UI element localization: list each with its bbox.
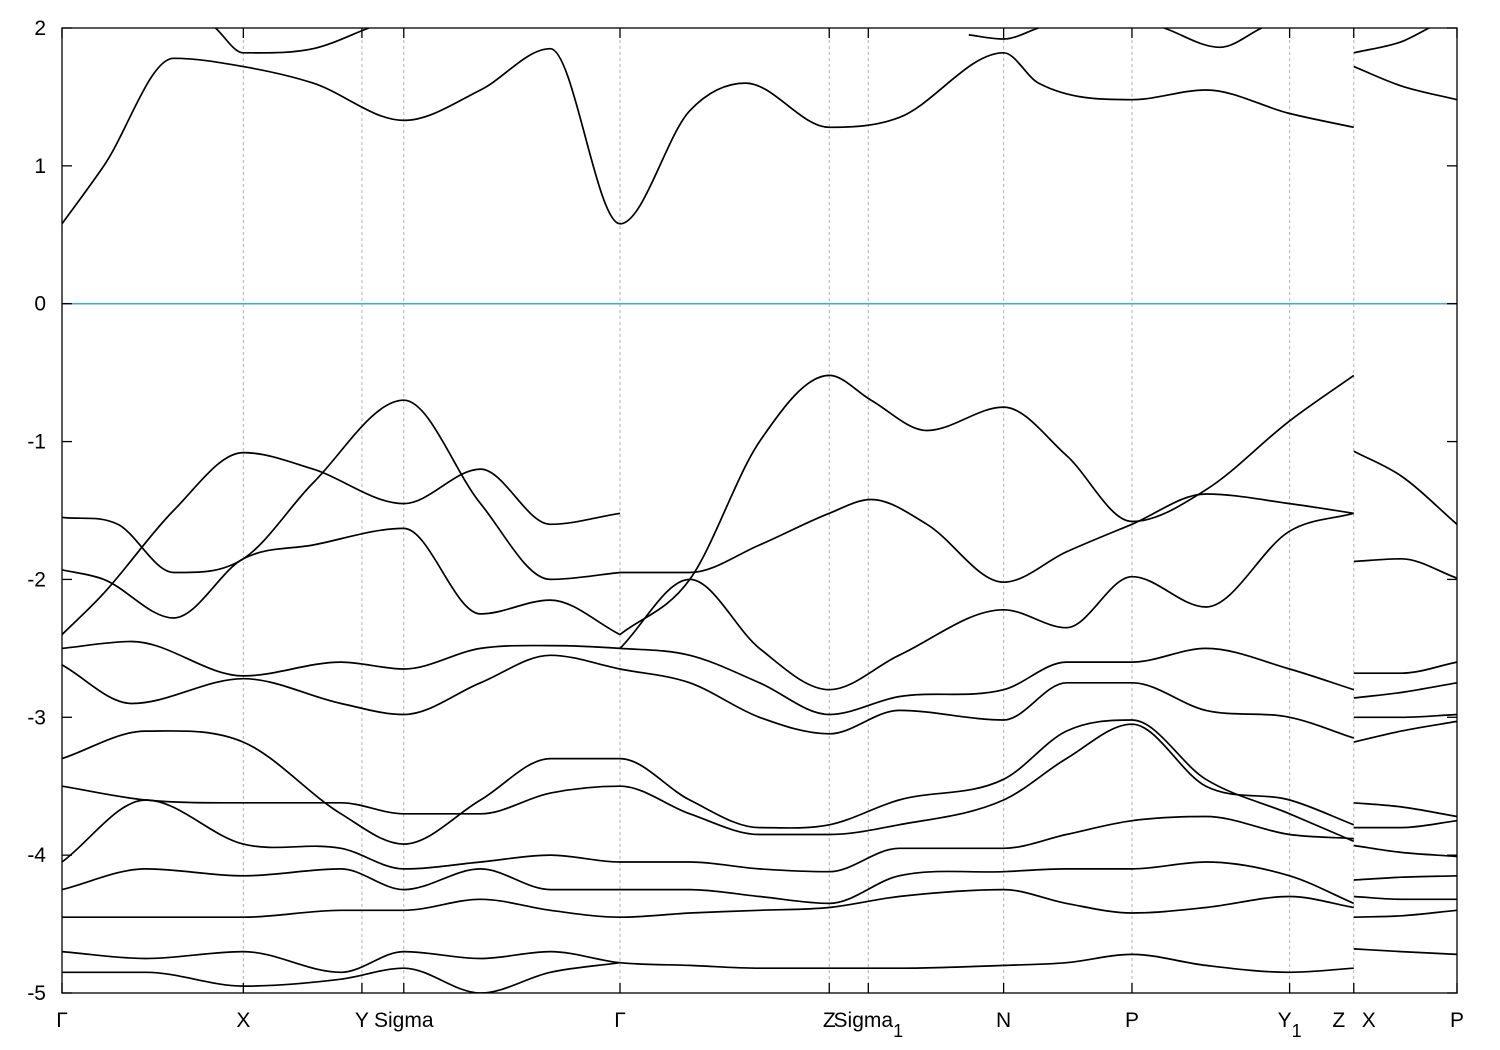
- band-lines: [62, 28, 1457, 993]
- kpoint-label: P: [1125, 1009, 1139, 1032]
- kpoint-label: Γ: [614, 1009, 626, 1032]
- band-line: [1353, 801, 1457, 818]
- y-tick-label: -3: [27, 706, 46, 729]
- band-line: [62, 640, 1355, 716]
- band-line: [1353, 874, 1457, 881]
- kpoint-label: Sigma: [374, 1009, 434, 1032]
- band-line: [1353, 895, 1457, 901]
- band-line: [1353, 557, 1457, 579]
- kpoint-label: Y: [355, 1009, 369, 1032]
- kpoint-label: Z: [823, 1009, 836, 1032]
- band-line: [1353, 713, 1457, 719]
- band-line: [62, 950, 1354, 974]
- y-tick-labels: 2 1 0 -1 -2 -3 -4 -5: [27, 17, 46, 1005]
- band-line: [1353, 65, 1457, 101]
- band-line: [62, 654, 1355, 739]
- band-line: [62, 719, 1355, 845]
- band-line: [620, 493, 1354, 584]
- band-line: [1353, 720, 1457, 743]
- band-line: [62, 399, 621, 581]
- band-line: [62, 451, 621, 636]
- band-line: [1353, 948, 1457, 956]
- band-line: [619, 374, 1355, 636]
- band-line: [62, 799, 1354, 873]
- axis-ticks: [61, 27, 1458, 994]
- band-line: [1353, 661, 1457, 675]
- band-line: [619, 512, 1355, 691]
- y-tick-label: 2: [34, 17, 46, 40]
- band-line: [62, 47, 1354, 225]
- band-line: [1353, 681, 1457, 699]
- y-tick-label: -5: [27, 982, 46, 1005]
- band-line: [968, 28, 1039, 40]
- y-tick-label: -1: [27, 431, 46, 454]
- kpoint-label: X: [1362, 1009, 1376, 1032]
- band-line: [62, 527, 621, 636]
- band-line: [1353, 909, 1457, 919]
- kpoint-label: P: [1450, 1009, 1464, 1032]
- y-tick-label: -2: [27, 568, 46, 591]
- band-line: [1353, 819, 1457, 829]
- band-line: [1353, 28, 1430, 54]
- band-line: [62, 861, 1355, 905]
- band-line: [1353, 844, 1457, 858]
- kpoint-label-subscript: 1: [893, 1021, 903, 1041]
- band-line: [62, 723, 1355, 836]
- band-line: [1353, 450, 1457, 525]
- kpoint-label-subscript: 1: [1292, 1021, 1302, 1041]
- band-line: [214, 28, 370, 54]
- kpoint-label: Γ: [56, 1009, 68, 1032]
- y-tick-label: -4: [27, 844, 46, 867]
- y-tick-label: 0: [34, 293, 46, 316]
- vertical-grid-lines: [242, 28, 1355, 993]
- band-line: [62, 961, 621, 993]
- band-line: [62, 888, 1354, 919]
- kpoint-label: Z: [1332, 1009, 1345, 1032]
- kpoint-label: N: [996, 1009, 1011, 1032]
- plot-frame: [61, 27, 1458, 994]
- band-line: [1163, 28, 1263, 49]
- y-tick-label: 1: [34, 155, 46, 178]
- kpoint-label: X: [236, 1009, 250, 1032]
